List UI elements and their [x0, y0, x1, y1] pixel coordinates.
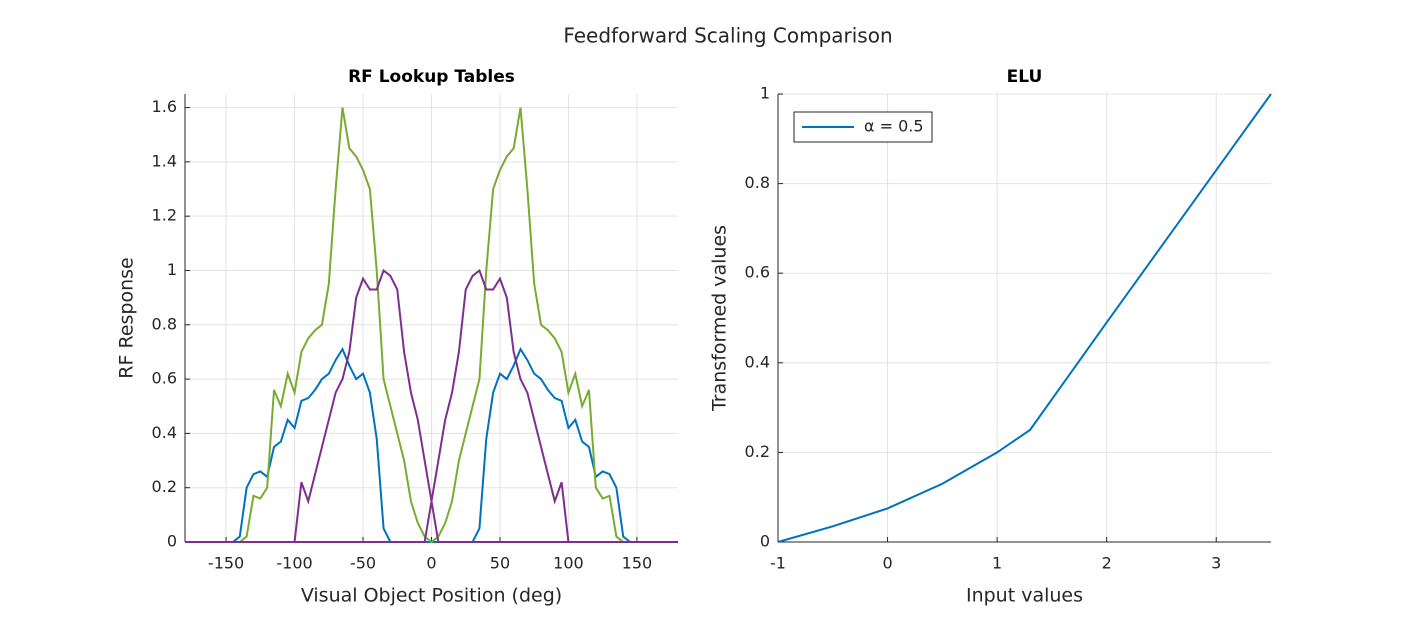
- axes: -150 -100 -50 0 50 100 150 0 0.2 0.4 0.6 0.8 1 1.2 1.4…: [116, 67, 678, 607]
- x-tick-label: 2: [1102, 554, 1112, 573]
- x-tick-label: 0: [882, 554, 892, 573]
- y-tick-label: 1.6: [152, 97, 177, 116]
- x-tick-label: -150: [208, 554, 244, 573]
- series-line: [185, 268, 678, 543]
- x-tick-label: 3: [1211, 554, 1221, 573]
- series-line: [777, 93, 1272, 543]
- y-tick-label: 1.4: [152, 151, 177, 170]
- x-tick-label: -100: [276, 554, 312, 573]
- axes-title: RF Lookup Tables: [348, 67, 515, 87]
- axes-title: ELU: [1007, 67, 1043, 87]
- x-tick-label: 50: [490, 554, 510, 573]
- series-line: [185, 107, 678, 544]
- y-tick-label: 0: [760, 532, 770, 551]
- y-axis-label: RF Response: [116, 257, 138, 378]
- x-tick-label: -1: [770, 554, 786, 573]
- x-tick-label: -50: [350, 554, 376, 573]
- y-tick-label: 0: [167, 532, 177, 551]
- x-axis-label: Visual Object Position (deg): [301, 585, 562, 607]
- y-tick-label: 0.6: [745, 263, 770, 282]
- y-tick-label: 0.4: [152, 423, 177, 442]
- y-tick-label: 1: [167, 260, 177, 279]
- x-tick-label: 100: [553, 554, 584, 573]
- x-tick-label: 0: [426, 554, 436, 573]
- legend-label: α = 0.5: [864, 117, 924, 136]
- y-tick-label: 0.8: [745, 173, 770, 192]
- x-axis-label: Input values: [966, 585, 1083, 607]
- y-tick-label: 0.6: [152, 369, 177, 388]
- y-tick-label: 0.8: [152, 314, 177, 333]
- y-tick-label: 1.2: [152, 206, 177, 225]
- x-tick-label: 150: [622, 554, 653, 573]
- y-axis-label: Transformed values: [709, 225, 731, 412]
- y-tick-label: 0.2: [152, 477, 177, 496]
- y-tick-label: 0.2: [745, 442, 770, 461]
- y-tick-label: 0.4: [745, 352, 770, 371]
- x-tick-label: 1: [992, 554, 1002, 573]
- figure-title: Feedforward Scaling Comparison: [563, 24, 892, 48]
- y-tick-label: 1: [760, 84, 770, 103]
